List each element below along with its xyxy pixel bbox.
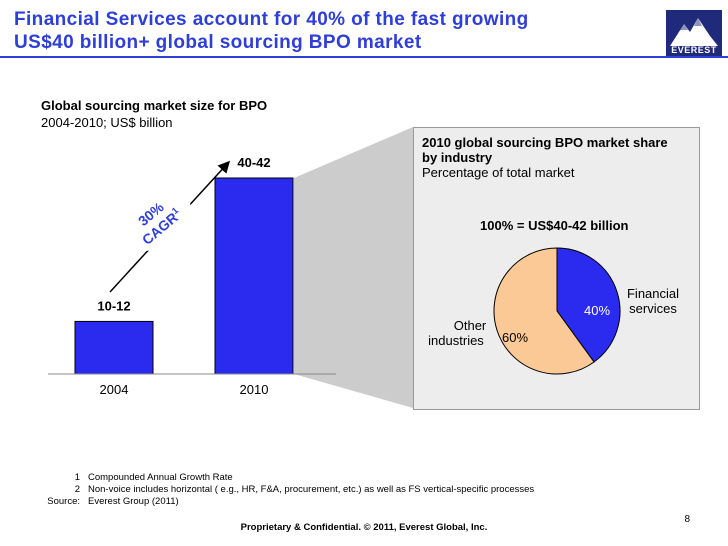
pie-slice-other-industries [493, 247, 595, 375]
cagr-footnote-marker: 1 [170, 205, 180, 216]
footnote-marker: 1 [74, 472, 80, 483]
pie-category-label: Other industries [428, 318, 487, 348]
confidential-notice: Proprietary & Confidential. © 2011, Ever… [240, 522, 488, 533]
title-line-2: US$40 billion+ global sourcing BPO marke… [14, 32, 422, 53]
source-text: Everest Group (2011) [88, 496, 179, 507]
pie-total-label: 100% = US$40-42 billion [480, 218, 629, 233]
bar-category-label: 2010 [240, 382, 269, 397]
page-number: 8 [684, 514, 690, 525]
cagr-badge: 30% CAGR1 [121, 188, 191, 252]
page-title: Financial Services account for 40% of th… [14, 8, 654, 54]
source-marker: Source: [47, 496, 80, 507]
footnote-marker: 2 [74, 484, 80, 495]
bar-value-label: 40-42 [237, 155, 270, 170]
bar-2010 [214, 177, 294, 375]
left-chart-title: Global sourcing market size for BPO [41, 98, 268, 113]
source-note: Source: Everest Group (2011) [41, 496, 641, 508]
footnote-2: 2 Non-voice includes horizontal ( e.g., … [41, 484, 641, 496]
panel-subtitle: Percentage of total market [422, 165, 575, 180]
pie-slice-financial-services [556, 247, 621, 363]
bar-2004 [74, 320, 154, 375]
footnote-text: Compounded Annual Growth Rate [88, 472, 233, 483]
footnotes: 1 Compounded Annual Growth Rate 2 Non-vo… [41, 472, 641, 508]
pie-category-label: Financial services [627, 286, 679, 316]
left-chart-subtitle: 2004-2010; US$ billion [41, 115, 173, 130]
bar-value-label: 10-12 [97, 298, 130, 313]
footnote-text: Non-voice includes horizontal ( e.g., HR… [88, 484, 535, 495]
pie-value-label: 40% [584, 303, 610, 318]
bar-category-label: 2004 [100, 382, 129, 397]
connector-shape [294, 127, 413, 408]
pie-value-label: 60% [502, 330, 528, 345]
everest-logo [666, 10, 722, 56]
title-line-1: Financial Services account for 40% of th… [14, 9, 529, 30]
panel-title-line-2: by industry [422, 150, 493, 165]
logo-wordmark: EVEREST [671, 45, 717, 55]
title-divider [0, 56, 728, 58]
footnote-1: 1 Compounded Annual Growth Rate [41, 472, 641, 484]
panel-title-line-1: 2010 global sourcing BPO market share [422, 135, 668, 150]
